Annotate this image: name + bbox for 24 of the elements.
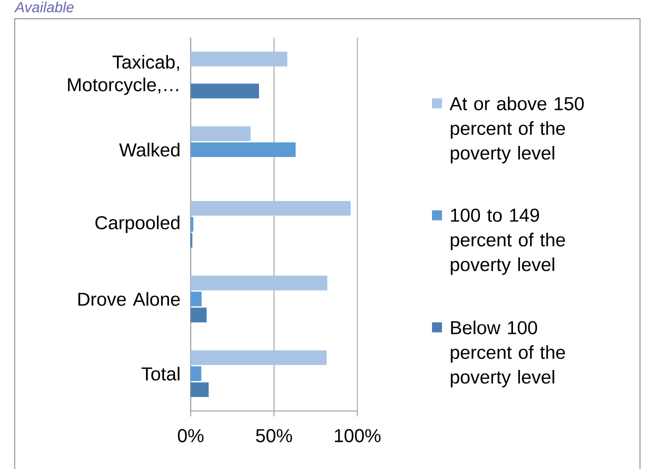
text: Available — [14, 2, 74, 12]
legend-label: At or above 150 percent of the poverty level — [450, 96, 584, 164]
bar — [190, 366, 202, 381]
y-tick-label: Carpooled — [95, 216, 180, 234]
bar — [190, 142, 296, 157]
x-tick-label: 50% — [256, 429, 292, 442]
bar — [190, 126, 251, 142]
legend-label: Below 100 percent of the poverty level — [450, 320, 565, 388]
y-tick-label: Drove Alone — [78, 292, 180, 306]
bar — [190, 292, 202, 306]
y-tick-label: Walked — [119, 142, 180, 157]
bar — [190, 84, 259, 98]
legend-label: 100 to 149 percent of the poverty level — [450, 208, 565, 275]
bar — [190, 217, 194, 232]
x-tick-label: 0% — [178, 429, 204, 442]
bar — [190, 382, 209, 397]
y-tick-label: Total — [142, 366, 180, 381]
bar — [190, 201, 351, 216]
bar — [190, 350, 327, 365]
bar — [190, 276, 328, 290]
bar — [190, 308, 207, 322]
bar — [190, 52, 288, 66]
y-tick-label: Taxicab, Motorcycle,… — [68, 54, 179, 96]
x-tick-label: 100% — [334, 429, 381, 442]
